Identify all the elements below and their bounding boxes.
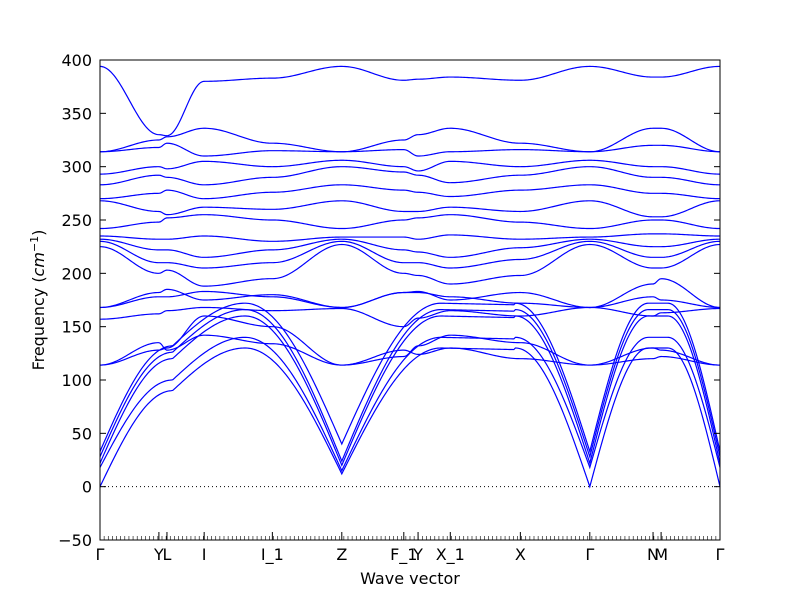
y-axis-label: Frequency (cm−1) bbox=[28, 230, 48, 371]
y-tick-label: 300 bbox=[61, 158, 92, 177]
x-tick-label: Γ bbox=[716, 545, 725, 564]
x-axis-label: Wave vector bbox=[360, 569, 460, 588]
y-tick-label: 50 bbox=[72, 424, 92, 443]
optical-band bbox=[99, 184, 721, 200]
x-tick-label: L bbox=[162, 545, 171, 564]
y-tick-label: 150 bbox=[61, 318, 92, 337]
x-tick-label: F_1 bbox=[390, 545, 417, 565]
bands bbox=[99, 65, 721, 489]
optical-band bbox=[99, 238, 721, 258]
x-tick-label: Y bbox=[153, 545, 164, 564]
optical-band bbox=[99, 243, 721, 287]
optical-band bbox=[99, 200, 721, 218]
x-tick-label: I bbox=[202, 545, 207, 564]
optical-band bbox=[99, 233, 720, 242]
x-tick-label: Z bbox=[336, 545, 347, 564]
y-tick-label: 400 bbox=[61, 51, 92, 70]
acoustic-band bbox=[99, 336, 721, 473]
optical-band bbox=[100, 142, 721, 157]
x-tick-label: N bbox=[647, 545, 659, 564]
x-tick-label: M bbox=[654, 545, 668, 564]
y-tick-label: 100 bbox=[61, 371, 92, 390]
y-axis-ticks: −50 0 50 100 150 200 250 300 350 400 bbox=[58, 51, 720, 550]
x-tick-label: Γ bbox=[96, 545, 105, 564]
acoustic-band bbox=[99, 308, 721, 463]
y-tick-label: −50 bbox=[58, 531, 92, 550]
y-tick-label: 250 bbox=[61, 211, 92, 230]
y-axis-label-text: Frequency ( bbox=[29, 276, 48, 370]
optical-band bbox=[99, 127, 721, 153]
x-tick-label: X bbox=[515, 545, 526, 564]
y-tick-label: 200 bbox=[61, 264, 92, 283]
x-tick-label: X_1 bbox=[436, 545, 465, 565]
x-tick-label: Γ bbox=[585, 545, 594, 564]
acoustic-band bbox=[99, 315, 721, 467]
x-tick-label: I_1 bbox=[261, 545, 284, 565]
acoustic-band bbox=[99, 302, 721, 454]
optical-band bbox=[99, 214, 721, 230]
optical-band bbox=[99, 240, 721, 269]
y-axis-label-unit: cm bbox=[29, 252, 48, 276]
optical-band bbox=[99, 290, 721, 309]
optical-band bbox=[99, 65, 721, 137]
x-axis-ticks: Γ YL I I_1 Z F_1Y X_1 X Γ NM Γ bbox=[96, 532, 725, 565]
x-tick-label: Y bbox=[412, 545, 423, 564]
y-axis-label-close: ) bbox=[29, 230, 48, 236]
y-tick-label: 350 bbox=[61, 104, 92, 123]
optical-band bbox=[99, 159, 721, 175]
y-axis-label-exponent: −1 bbox=[28, 236, 41, 252]
y-tick-label: 0 bbox=[82, 478, 92, 497]
optical-band bbox=[99, 278, 721, 309]
optical-band bbox=[99, 166, 721, 186]
acoustic-band bbox=[99, 347, 721, 489]
optical-band bbox=[99, 306, 721, 328]
plot-frame bbox=[99, 59, 721, 541]
